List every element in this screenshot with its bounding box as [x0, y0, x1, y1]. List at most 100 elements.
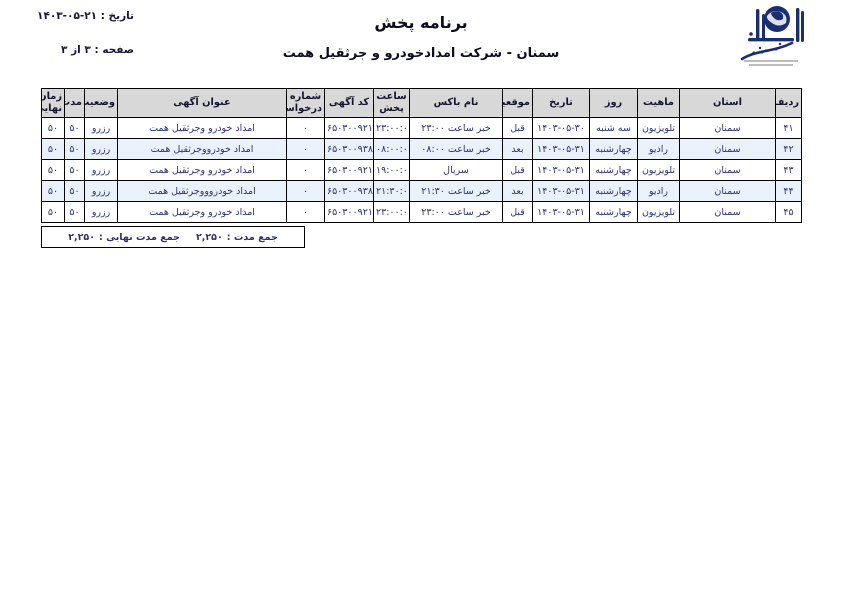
- cell-box-name: سریال: [409, 159, 503, 181]
- table-row: ۴۵ سمنان تلویزیون چهارشنبه ۱۴۰۳-۰۵-۳۱ قب…: [41, 201, 802, 223]
- cell-mahiyat: رادیو: [637, 138, 680, 160]
- cell-zaman-nahayi: ۵۰: [41, 138, 65, 160]
- col-header-mahiyat: ماهیت: [637, 88, 680, 118]
- cell-modat: ۵۰: [64, 159, 85, 181]
- cell-modat: ۵۰: [64, 117, 85, 139]
- table-header-row: ردیف استان ماهیت روز تاریخ موقعیت نام با…: [41, 88, 802, 118]
- cell-modat: ۵۰: [64, 180, 85, 202]
- cell-vaziyat: رزرو: [84, 138, 118, 160]
- col-header-vaziyat: وضعیت: [84, 88, 118, 118]
- cell-ostan: سمنان: [679, 117, 776, 139]
- cell-mowqeiyat: قبل: [502, 159, 533, 181]
- cell-shomare-darkhast: ۰: [286, 180, 325, 202]
- cell-ostan: سمنان: [679, 180, 776, 202]
- cell-radif: ۴۱: [775, 117, 802, 139]
- col-header-rooz: روز: [589, 88, 638, 118]
- total-duration: جمع مدت : ۲,۲۵۰: [196, 232, 278, 243]
- cell-rooz: چهارشنبه: [589, 201, 638, 223]
- cell-shomare-darkhast: ۰: [286, 159, 325, 181]
- page-number: صفحه : ۳ از ۳: [42, 44, 134, 56]
- col-header-modat: مدت: [64, 88, 85, 118]
- cell-modat: ۵۰: [64, 138, 85, 160]
- cell-mahiyat: تلویزیون: [637, 201, 680, 223]
- cell-mowqeiyat: بعد: [502, 138, 533, 160]
- cell-vaziyat: رزرو: [84, 180, 118, 202]
- cell-ostan: سمنان: [679, 138, 776, 160]
- table-row: ۴۱ سمنان تلویزیون سه شنبه ۱۴۰۳-۰۵-۳۰ قبل…: [41, 117, 802, 139]
- cell-zaman-nahayi: ۵۰: [41, 117, 65, 139]
- cell-rooz: سه شنبه: [589, 117, 638, 139]
- table-row: ۴۲ سمنان رادیو چهارشنبه ۱۴۰۳-۰۵-۳۱ بعد خ…: [41, 138, 802, 160]
- broadcast-schedule-table: ردیف استان ماهیت روز تاریخ موقعیت نام با…: [41, 88, 802, 223]
- cell-saat-pakhsh: ۲۱:۳۰:۰۰: [373, 180, 410, 202]
- col-header-tarikh: تاریخ: [532, 88, 590, 118]
- cell-radif: ۴۴: [775, 180, 802, 202]
- cell-onvan-agahi: امداد خودرو وجرثقیل همت: [117, 201, 287, 223]
- cell-zaman-nahayi: ۵۰: [41, 201, 65, 223]
- cell-onvan-agahi: امداد خودروووجرثقیل همت: [117, 180, 287, 202]
- cell-shomare-darkhast: ۰: [286, 138, 325, 160]
- total-duration-label: جمع مدت :: [226, 231, 278, 243]
- cell-code-agahi: ۶۵۰۳۰۰۹۲۱: [324, 201, 374, 223]
- cell-saat-pakhsh: ۲۳:۰۰:۰۰: [373, 117, 410, 139]
- cell-radif: ۴۵: [775, 201, 802, 223]
- cell-vaziyat: رزرو: [84, 201, 118, 223]
- cell-radif: ۴۳: [775, 159, 802, 181]
- report-date-value: ۱۴۰۳-۰۵-۲۱: [37, 10, 98, 22]
- cell-onvan-agahi: امداد خودرووجرثقیل همت: [117, 138, 287, 160]
- cell-code-agahi: ۶۵۰۳۰۰۹۳۸: [324, 138, 374, 160]
- col-header-box-name: نام باکس: [409, 88, 503, 118]
- cell-box-name: خبر ساعت ۲۳:۰۰: [409, 201, 503, 223]
- sima-network-logo-icon: [740, 6, 804, 61]
- cell-rooz: چهارشنبه: [589, 180, 638, 202]
- col-header-mowqeiyat: موقعیت: [502, 88, 533, 118]
- cell-mowqeiyat: قبل: [502, 117, 533, 139]
- cell-saat-pakhsh: ۱۹:۰۰:۰۰: [373, 159, 410, 181]
- page-number-label: صفحه : ۳ از ۳: [61, 44, 134, 56]
- table-row: ۴۴ سمنان رادیو چهارشنبه ۱۴۰۳-۰۵-۳۱ بعد خ…: [41, 180, 802, 202]
- cell-tarikh: ۱۴۰۳-۰۵-۳۱: [532, 138, 590, 160]
- page-title: برنامه پخش: [374, 13, 468, 32]
- report-date-label: تاریخ :: [100, 10, 134, 22]
- cell-code-agahi: ۶۵۰۳۰۰۹۲۱: [324, 159, 374, 181]
- total-final-duration: جمع مدت نهایی : ۲,۲۵۰: [68, 232, 180, 243]
- col-header-ostan: استان: [679, 88, 776, 118]
- col-header-shomare-darkhast: شماره درخواست: [286, 88, 325, 118]
- cell-box-name: خبر ساعت ۲۳:۰۰: [409, 117, 503, 139]
- cell-onvan-agahi: امداد خودرو وجرثقیل همت: [117, 159, 287, 181]
- cell-tarikh: ۱۴۰۳-۰۵-۳۱: [532, 159, 590, 181]
- cell-shomare-darkhast: ۰: [286, 201, 325, 223]
- total-duration-value: ۲,۲۵۰: [195, 231, 223, 243]
- cell-code-agahi: ۶۵۰۳۰۰۹۲۱: [324, 117, 374, 139]
- cell-modat: ۵۰: [64, 201, 85, 223]
- cell-onvan-agahi: امداد خودرو وجرثقیل همت: [117, 117, 287, 139]
- cell-saat-pakhsh: ۰۸:۰۰:۰۰: [373, 138, 410, 160]
- cell-box-name: خبر ساعت ۰۸:۰۰: [409, 138, 503, 160]
- cell-vaziyat: رزرو: [84, 117, 118, 139]
- col-header-saat-pakhsh: ساعت پخش: [373, 88, 410, 118]
- col-header-onvan-agahi: عنوان آگهی: [117, 88, 287, 118]
- cell-tarikh: ۱۴۰۳-۰۵-۳۱: [532, 180, 590, 202]
- col-header-code-agahi: کد آگهی: [324, 88, 374, 118]
- cell-saat-pakhsh: ۲۳:۰۰:۰۰: [373, 201, 410, 223]
- total-final-duration-label: جمع مدت نهایی :: [99, 231, 180, 243]
- cell-mahiyat: رادیو: [637, 180, 680, 202]
- cell-shomare-darkhast: ۰: [286, 117, 325, 139]
- page-subtitle: سمنان - شرکت امدادخودرو و جرثقیل همت: [282, 46, 560, 61]
- table-row: ۴۳ سمنان تلویزیون چهارشنبه ۱۴۰۳-۰۵-۳۱ قب…: [41, 159, 802, 181]
- cell-vaziyat: رزرو: [84, 159, 118, 181]
- col-header-radif: ردیف: [775, 88, 802, 118]
- cell-rooz: چهارشنبه: [589, 138, 638, 160]
- totals-box: جمع مدت : ۲,۲۵۰ جمع مدت نهایی : ۲,۲۵۰: [41, 226, 305, 248]
- cell-ostan: سمنان: [679, 159, 776, 181]
- cell-tarikh: ۱۴۰۳-۰۵-۳۰: [532, 117, 590, 139]
- cell-radif: ۴۲: [775, 138, 802, 160]
- cell-zaman-nahayi: ۵۰: [41, 180, 65, 202]
- cell-rooz: چهارشنبه: [589, 159, 638, 181]
- cell-mowqeiyat: بعد: [502, 180, 533, 202]
- cell-mahiyat: تلویزیون: [637, 117, 680, 139]
- cell-mowqeiyat: قبل: [502, 201, 533, 223]
- cell-mahiyat: تلویزیون: [637, 159, 680, 181]
